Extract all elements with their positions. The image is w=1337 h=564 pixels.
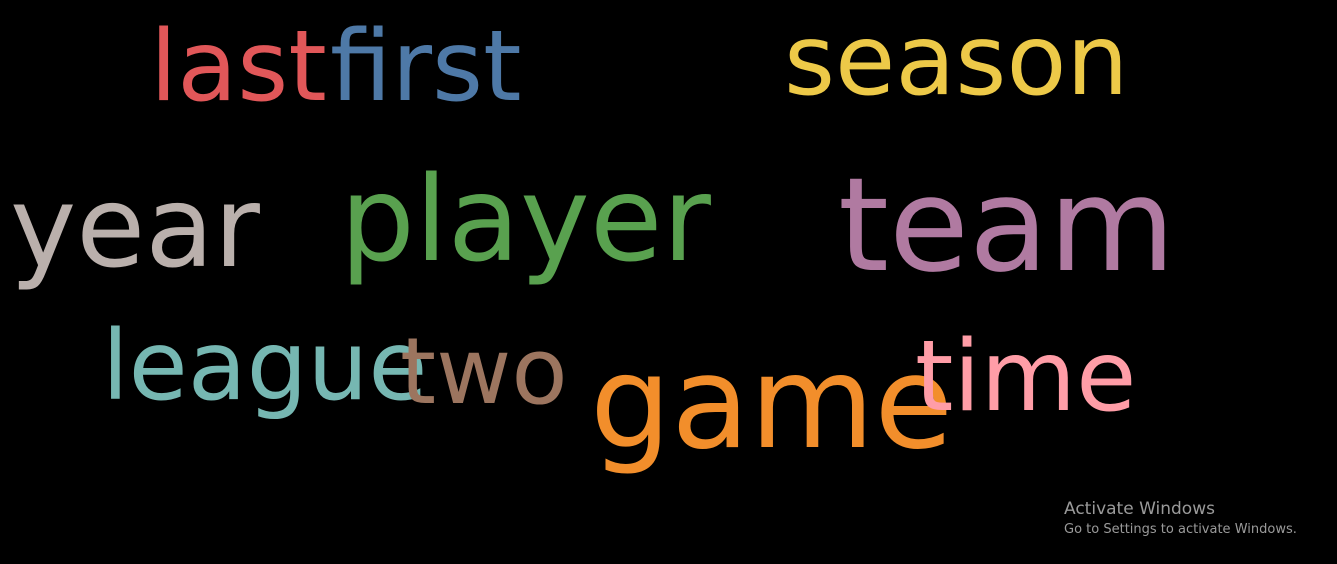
- word-game: game: [590, 329, 954, 478]
- word-league: league: [102, 310, 428, 422]
- word-first: first: [330, 10, 522, 124]
- word-two: two: [400, 318, 568, 425]
- word-player: player: [340, 150, 711, 288]
- activate-windows-subtitle: Go to Settings to activate Windows.: [1064, 522, 1297, 537]
- activate-windows-watermark: Activate Windows Go to Settings to activ…: [1064, 498, 1297, 540]
- word-year: year: [10, 163, 260, 293]
- activate-windows-title: Activate Windows: [1064, 499, 1215, 519]
- word-last: last: [150, 10, 327, 124]
- word-season: season: [784, 4, 1129, 118]
- word-time: time: [915, 320, 1137, 434]
- word-team: team: [838, 149, 1176, 301]
